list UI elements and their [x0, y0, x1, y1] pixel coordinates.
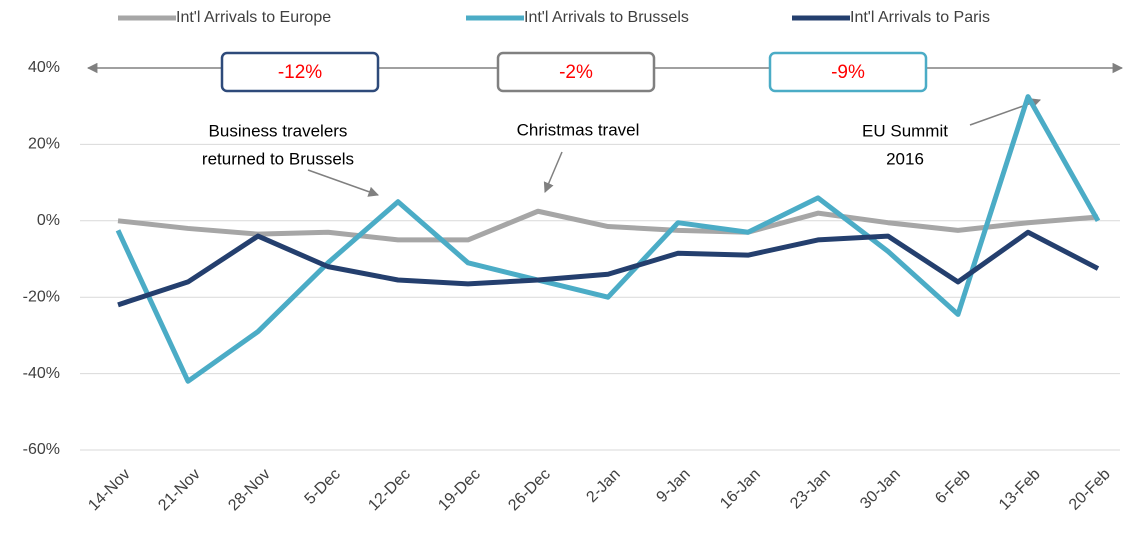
annotation: EU Summit [862, 121, 948, 140]
annotation-arrow [543, 151, 563, 193]
annotation-arrow [307, 169, 379, 197]
y-tick-label: 20% [28, 136, 60, 153]
legend-label: Int'l Arrivals to Brussels [524, 9, 689, 26]
legend-label: Int'l Arrivals to Europe [176, 9, 331, 26]
x-tick-label: 26-Dec [505, 466, 554, 515]
annotation: Christmas travel [517, 120, 640, 139]
summary-label: -12% [278, 62, 322, 83]
x-tick-label: 5-Dec [302, 466, 344, 508]
x-tick-label: 20-Feb [1066, 466, 1114, 514]
summary-box [768, 51, 928, 93]
summary-box [220, 51, 380, 93]
y-tick-label: -60% [23, 441, 60, 458]
x-tick-label: 23-Jan [787, 466, 834, 513]
y-tick-label: 0% [37, 212, 60, 229]
x-tick-label: 28-Nov [225, 466, 274, 515]
series-line [117, 208, 1099, 243]
x-tick-label: 21-Nov [155, 466, 204, 515]
series-line [117, 229, 1100, 308]
summary-label: -9% [831, 62, 865, 83]
annotation: returned to Brussels [202, 149, 354, 168]
x-tick-label: 6-Feb [932, 466, 974, 508]
series-line [115, 94, 1101, 384]
x-tick-label: 2-Jan [583, 466, 623, 506]
x-tick-label: 13-Feb [996, 466, 1044, 514]
legend-label: Int'l Arrivals to Paris [850, 9, 990, 26]
y-tick-label: -20% [23, 288, 60, 305]
summary-box [496, 51, 656, 93]
y-tick-label: -40% [23, 365, 60, 382]
x-tick-label: 12-Dec [365, 466, 414, 515]
annotation: 2016 [886, 149, 924, 168]
x-tick-label: 16-Jan [717, 466, 764, 513]
x-tick-label: 19-Dec [435, 466, 484, 515]
summary-label: -2% [559, 62, 593, 83]
annotation-arrow [969, 98, 1041, 126]
x-tick-label: 30-Jan [857, 466, 904, 513]
x-tick-label: 14-Nov [85, 466, 134, 515]
y-tick-label: 40% [28, 59, 60, 76]
annotation: Business travelers [209, 121, 348, 140]
x-tick-label: 9-Jan [653, 466, 693, 506]
